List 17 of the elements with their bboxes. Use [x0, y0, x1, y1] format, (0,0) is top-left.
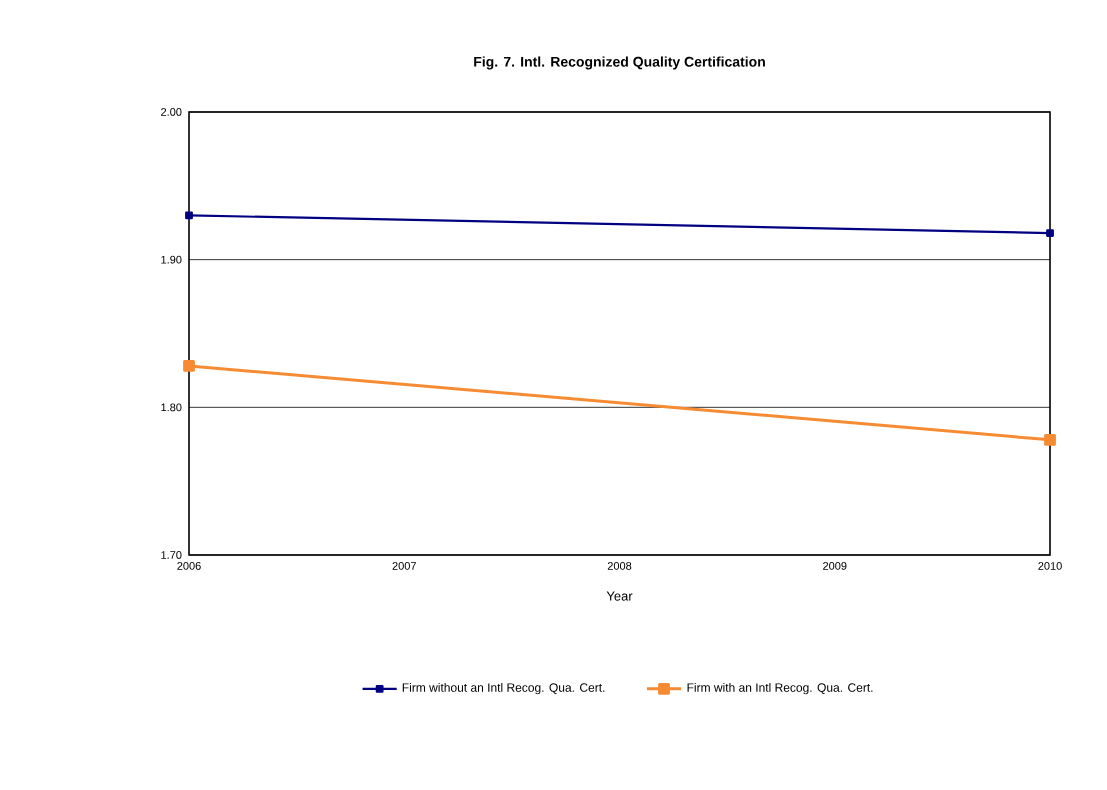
x-axis-title: Year: [606, 591, 633, 601]
point: [185, 211, 193, 220]
x-tick-label: 2007: [392, 562, 416, 570]
point: [1046, 229, 1054, 237]
point: [183, 360, 195, 372]
point: [1044, 433, 1056, 446]
legend-label: Firm without an Intl Recog. Qua. Cert.: [402, 682, 605, 695]
x-tick-label: 2009: [823, 562, 847, 570]
y-tick-label: 1.90: [161, 255, 182, 264]
chart-title: Fig. 7. Intl. Recognized Quality Certification: [474, 56, 765, 70]
x-tick-label: 2010: [1038, 562, 1062, 570]
legend-label: Firm with an Intl Recog. Qua. Cert.: [687, 682, 873, 695]
x-tick-label: 2006: [177, 562, 201, 570]
y-tick-label: 2.00: [161, 108, 182, 116]
y-tick-label: 1.70: [161, 551, 182, 559]
y-tick-label: 1.80: [161, 403, 182, 412]
x-tick-label: 2008: [607, 562, 632, 570]
